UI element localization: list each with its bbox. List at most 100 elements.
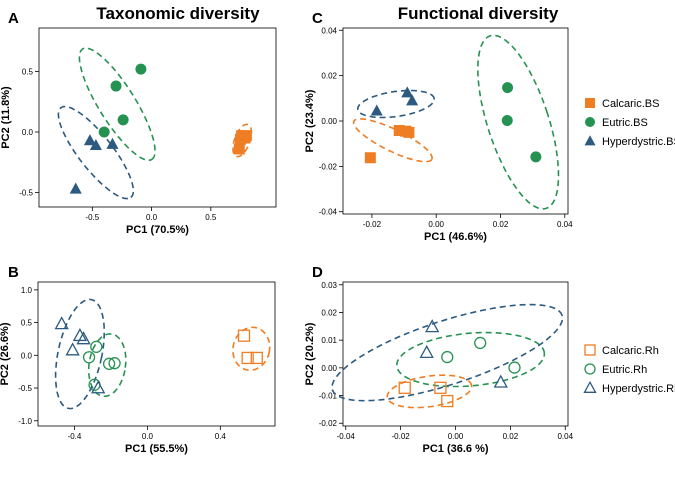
legend-label-calcaric: Calcaric.BS xyxy=(602,98,659,110)
panel-a-point-eutric xyxy=(98,126,110,138)
panel-b-ellipse-calcaric xyxy=(232,326,271,372)
panel-a-ytick-label: -0.5 xyxy=(19,188,33,197)
panel-b-xtick-label: -0.4 xyxy=(68,432,82,441)
panel-d-frame xyxy=(342,281,569,427)
panel-a-point-calcaric xyxy=(240,130,252,142)
panel-c-ellipse-calcaric xyxy=(352,118,433,163)
panel-b-point-eutric xyxy=(108,357,121,370)
panel-c-point-calcaric xyxy=(393,125,405,137)
panel-letter-a: A xyxy=(8,10,19,27)
panel-b-xtick-label: 0.0 xyxy=(142,432,154,441)
panel-a-point-hyperdystric xyxy=(89,138,102,151)
panel-a-point-hyperdystric xyxy=(106,137,119,149)
panel-c-ylabel: PC2 (23.4%) xyxy=(304,89,316,152)
legend-marker-calcaric xyxy=(584,344,596,356)
legend-label-eutric: Eutric.Rh xyxy=(602,364,647,376)
panel-c-ellipse-hyperdystric xyxy=(356,89,436,119)
panel-letter-b: B xyxy=(8,264,19,281)
panel-a-ellipse-hyperdystric xyxy=(57,105,135,200)
panel-c-ytick-label: -0.04 xyxy=(319,208,338,217)
panel-a-point-eutric xyxy=(135,63,147,75)
panel-c-point-eutric xyxy=(530,151,542,163)
legend-marker-hyperdystric xyxy=(583,380,597,393)
panel-letter-d: D xyxy=(312,264,323,281)
panel-c-ytick-label: 0.02 xyxy=(321,72,337,81)
panel-d-point-calcaric xyxy=(398,381,411,394)
panel-b-ylabel: PC2 (26.6%) xyxy=(0,322,11,385)
panel-d-point-hyperdystric xyxy=(493,374,508,388)
panel-c-point-hyperdystric xyxy=(406,94,419,106)
panel-b-point-hyperdystric xyxy=(76,331,91,345)
panel-c-point-eutric xyxy=(501,115,513,127)
panel-d-ellipse-hyperdystric xyxy=(331,303,564,402)
panel-a-point-calcaric xyxy=(234,133,246,145)
panel-d-xtick-label: 0.02 xyxy=(503,432,519,441)
panel-a-ytick-label: 0.5 xyxy=(22,68,34,77)
panel-d-point-hyperdystric xyxy=(419,344,434,359)
panel-c-ytick-label: 0.04 xyxy=(321,26,337,35)
panel-d-xtick-label: -0.04 xyxy=(337,432,356,441)
panel-d-ytick-label: 0.01 xyxy=(321,336,337,345)
legend-label-eutric: Eutric.BS xyxy=(602,117,648,129)
legend-marker-calcaric xyxy=(585,98,595,108)
panel-c-point-hyperdystric xyxy=(370,104,383,116)
panel-a-xlabel: PC1 (70.5%) xyxy=(126,224,189,236)
panel-b-point-calcaric xyxy=(241,351,254,365)
panel-b-xtick-label: 0.4 xyxy=(215,432,227,441)
panel-a-ytick-label: 0.0 xyxy=(22,128,34,137)
panel-a-xtick-label: 0.5 xyxy=(205,213,217,222)
panel-a-point-hyperdystric xyxy=(69,182,82,194)
panel-b-ellipse-hyperdystric xyxy=(54,298,105,410)
panel-d-xlabel: PC1 (36.6 %) xyxy=(422,443,488,455)
panel-b: B -0.4 0.0 0.4 -1.0 -0.5 0.0 0.5 1.0 PC1 (55.5%)… xyxy=(0,264,276,455)
panel-a-point-hyperdystric xyxy=(83,134,97,146)
title-functional: Functional diversity xyxy=(398,4,559,23)
panel-d-ytick-label: 0.02 xyxy=(321,308,337,317)
panel-c: C -0.02 0.00 0.02 0.04 -0.04 -0.02 0.00 0.02 0.0… xyxy=(304,10,573,243)
panel-b-ytick-label: 1.0 xyxy=(21,286,33,295)
panel-a-ylabel: PC2 (11.8%) xyxy=(0,86,12,149)
panel-d-xtick-label: 0.04 xyxy=(557,432,573,441)
panel-c-frame xyxy=(342,27,569,215)
legend-label-calcaric: Calcaric.Rh xyxy=(602,345,659,357)
panel-d-ylabel: PC2 (20.2%) xyxy=(304,322,316,385)
panel-d-point-hyperdystric xyxy=(425,319,440,333)
legend-rhizosphere: Calcaric.Rh Eutric.Rh Hyperdystric.Rh xyxy=(583,344,675,395)
legend-label-hyperdystric: Hyperdystric.Rh xyxy=(602,383,675,395)
panel-c-xtick-label: 0.02 xyxy=(493,220,509,229)
legend-marker-hyperdystric xyxy=(584,135,596,146)
panel-c-ytick-label: 0.00 xyxy=(321,117,337,126)
panel-a: A -0.5 0.0 0.5 -0.5 0.0 0.5 PC1 (70.5%) PC2 (11… xyxy=(0,10,277,236)
panel-a-frame xyxy=(38,27,277,208)
panel-b-ytick-label: -0.5 xyxy=(18,384,32,393)
panel-a-xtick-label: -0.5 xyxy=(85,213,99,222)
panel-d: D -0.04 -0.02 0.00 0.02 0.04 -0.02 -0.01 0.00 0.… xyxy=(304,264,574,455)
panel-c-point-eutric xyxy=(502,82,514,94)
panel-c-xtick-label: -0.02 xyxy=(363,220,382,229)
panel-c-point-calcaric xyxy=(364,152,376,164)
panel-b-point-eutric xyxy=(82,351,96,364)
panel-b-ytick-label: -1.0 xyxy=(18,417,32,426)
panel-c-ytick-label: -0.02 xyxy=(319,162,338,171)
panel-c-xlabel: PC1 (46.6%) xyxy=(424,231,487,243)
panel-d-xtick-label: -0.02 xyxy=(392,432,411,441)
panel-c-xtick-label: 0.04 xyxy=(557,220,573,229)
legend-bulk-soil: Calcaric.BS Eutric.BS Hyperdystric.BS xyxy=(584,98,675,148)
panel-b-ytick-label: 0.0 xyxy=(21,351,33,360)
panel-d-ytick-label: -0.01 xyxy=(319,392,338,401)
panel-a-xtick-label: 0.0 xyxy=(146,213,158,222)
panel-b-point-hyperdystric xyxy=(54,316,69,330)
panel-d-point-eutric xyxy=(474,336,487,350)
panel-d-ytick-label: 0.00 xyxy=(321,364,337,373)
panel-c-point-calcaric xyxy=(403,126,415,138)
panel-b-point-eutric xyxy=(102,357,116,370)
legend-marker-eutric xyxy=(584,363,596,375)
panel-b-point-hyperdystric xyxy=(65,342,80,356)
panel-a-ellipse-eutric xyxy=(78,47,156,162)
panel-d-point-eutric xyxy=(508,361,521,374)
panel-b-point-hyperdystric xyxy=(91,380,106,394)
panel-b-point-eutric xyxy=(90,340,103,353)
panel-a-point-eutric xyxy=(110,80,122,92)
panel-b-ytick-label: 0.5 xyxy=(21,319,33,328)
